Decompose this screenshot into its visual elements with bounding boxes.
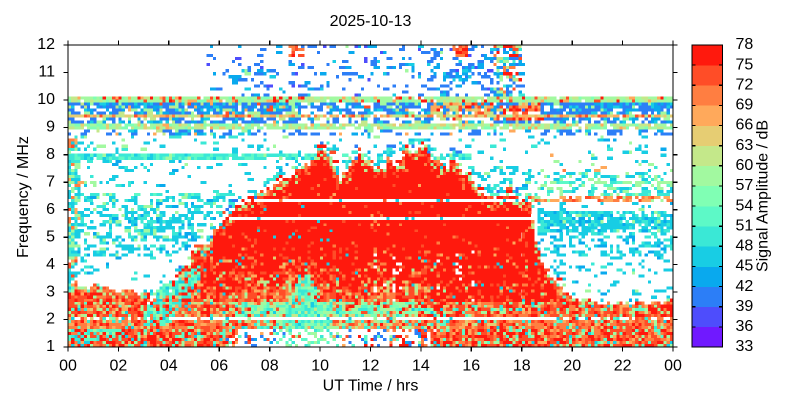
svg-text:57: 57 — [736, 177, 754, 194]
svg-text:78: 78 — [736, 36, 754, 53]
svg-text:39: 39 — [736, 298, 754, 315]
svg-text:18: 18 — [513, 358, 531, 375]
svg-text:75: 75 — [736, 56, 754, 73]
svg-text:7: 7 — [46, 174, 55, 191]
svg-text:2: 2 — [46, 311, 55, 328]
svg-text:2025-10-13: 2025-10-13 — [330, 13, 412, 30]
svg-text:69: 69 — [736, 97, 754, 114]
svg-text:11: 11 — [38, 64, 55, 81]
svg-text:04: 04 — [160, 358, 178, 375]
svg-text:1: 1 — [46, 338, 55, 355]
svg-text:3: 3 — [46, 283, 55, 300]
svg-text:51: 51 — [736, 217, 754, 234]
svg-text:72: 72 — [736, 77, 754, 94]
svg-text:16: 16 — [462, 358, 480, 375]
svg-text:UT Time / hrs: UT Time / hrs — [323, 378, 419, 395]
svg-text:14: 14 — [412, 358, 430, 375]
svg-text:4: 4 — [46, 256, 55, 273]
svg-text:66: 66 — [736, 117, 754, 134]
svg-text:10: 10 — [37, 91, 55, 108]
svg-text:42: 42 — [736, 278, 754, 295]
svg-text:63: 63 — [736, 137, 754, 154]
svg-text:08: 08 — [261, 358, 279, 375]
svg-text:12: 12 — [362, 358, 380, 375]
svg-text:5: 5 — [46, 228, 55, 245]
svg-text:Frequency / MHz: Frequency / MHz — [15, 136, 32, 258]
svg-text:22: 22 — [614, 358, 632, 375]
svg-text:36: 36 — [736, 318, 754, 335]
svg-text:60: 60 — [736, 157, 754, 174]
svg-text:48: 48 — [736, 238, 754, 255]
svg-text:20: 20 — [563, 358, 581, 375]
svg-text:02: 02 — [110, 358, 128, 375]
svg-text:10: 10 — [311, 358, 329, 375]
svg-text:45: 45 — [736, 258, 754, 275]
svg-text:00: 00 — [59, 358, 77, 375]
svg-text:12: 12 — [37, 36, 55, 53]
svg-text:33: 33 — [736, 338, 754, 355]
svg-text:9: 9 — [46, 119, 55, 136]
svg-text:54: 54 — [736, 197, 754, 214]
svg-text:06: 06 — [210, 358, 228, 375]
svg-text:6: 6 — [46, 201, 55, 218]
svg-text:Signal Amplitude / dB: Signal Amplitude / dB — [755, 120, 772, 272]
svg-text:8: 8 — [46, 146, 55, 163]
svg-text:00: 00 — [664, 358, 682, 375]
